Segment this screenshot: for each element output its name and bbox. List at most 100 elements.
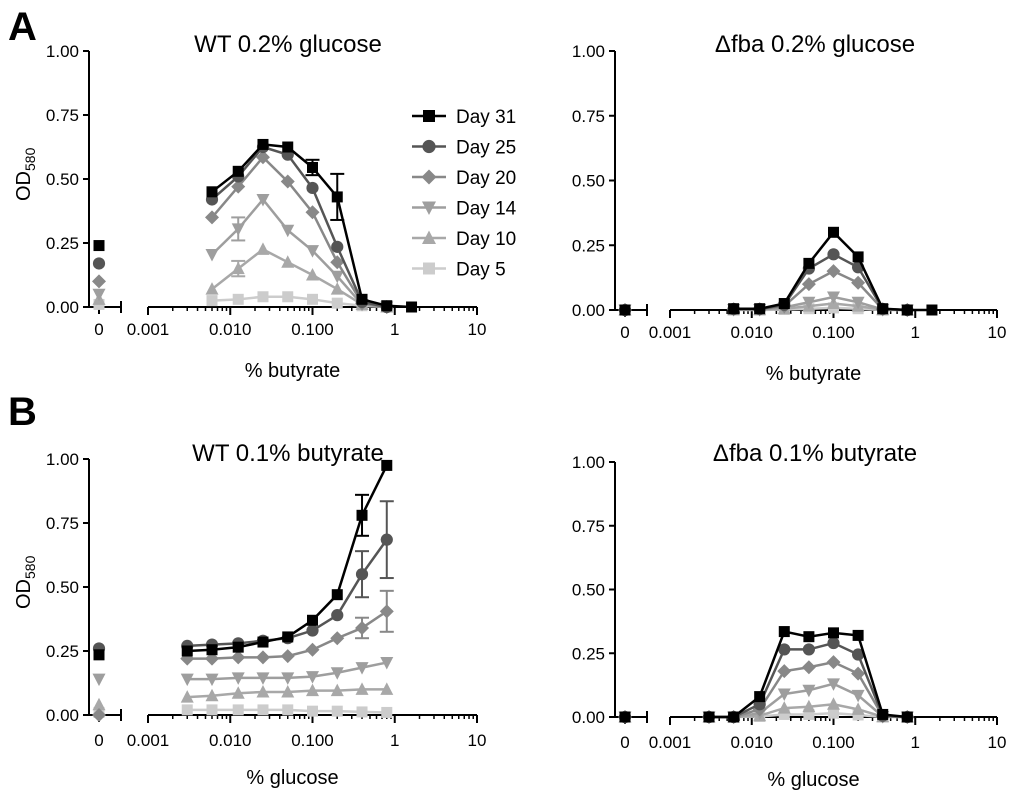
data-point	[826, 264, 841, 279]
series-day-31	[619, 626, 913, 723]
y-tick-label: 0.25	[46, 234, 79, 253]
data-point	[355, 662, 369, 675]
data-point	[307, 614, 318, 626]
legend-label: Day 20	[456, 168, 516, 189]
y-tick-label: 0.25	[572, 236, 605, 255]
data-point	[330, 631, 345, 646]
charts: WT 0.2% glucose0.000.250.500.751.00OD580…	[13, 31, 1006, 791]
data-point	[331, 297, 343, 309]
y-tick-label: 0.50	[46, 578, 79, 597]
series-day-14	[92, 657, 394, 687]
data-point	[852, 629, 864, 641]
data-point	[803, 257, 815, 269]
data-point	[305, 205, 320, 220]
data-point	[180, 673, 194, 687]
data-point	[381, 706, 393, 718]
legend-marker	[422, 139, 436, 154]
data-point	[331, 609, 344, 622]
data-point	[306, 624, 319, 637]
x-axis-label: % glucose	[767, 769, 859, 791]
y-tick-label: 0.00	[572, 301, 605, 320]
chart-title: WT 0.1% butyrate	[192, 440, 384, 467]
x-tick-label: 0.001	[649, 733, 692, 752]
data-point	[330, 282, 344, 295]
x-tick-label: 0.100	[291, 320, 334, 339]
data-point	[330, 255, 345, 270]
x-tick-label: 0.100	[812, 733, 855, 752]
data-point	[330, 270, 344, 284]
y-tick-label: 0.00	[46, 298, 79, 317]
data-point	[232, 641, 244, 653]
data-point	[801, 277, 816, 292]
panel-label-a: A	[8, 5, 37, 49]
x-tick-label: 0.010	[730, 323, 773, 342]
data-point	[852, 709, 864, 721]
data-point	[901, 711, 913, 723]
data-point	[380, 657, 394, 670]
data-point	[280, 649, 295, 664]
data-point	[305, 642, 320, 657]
x-tick-label: 0.100	[291, 731, 334, 750]
data-point	[306, 245, 319, 258]
zero-data-point	[93, 649, 105, 661]
data-point	[181, 645, 193, 657]
series-day-31	[619, 226, 938, 316]
data-point	[280, 174, 295, 189]
data-point	[231, 179, 246, 194]
data-point	[381, 459, 393, 471]
legend-marker	[422, 201, 436, 215]
data-point	[802, 296, 816, 310]
data-point	[307, 293, 318, 305]
data-point	[877, 303, 889, 315]
data-point	[803, 708, 815, 720]
data-point	[356, 509, 368, 521]
y-tick-label: 1.00	[572, 453, 605, 472]
data-point	[205, 673, 219, 687]
x-tick-label: 0.010	[730, 733, 773, 752]
legend-label: Day 10	[456, 229, 516, 250]
data-point	[205, 249, 219, 262]
data-point	[255, 650, 270, 665]
data-point	[306, 268, 319, 281]
data-point	[728, 711, 740, 723]
data-point	[380, 682, 394, 695]
data-point	[852, 648, 865, 661]
data-point	[406, 301, 418, 313]
legend-label: Day 31	[456, 107, 516, 128]
data-point	[330, 667, 344, 680]
data-point	[205, 282, 219, 295]
data-point	[851, 666, 866, 681]
chart-title: Δfba 0.2% glucose	[715, 31, 915, 58]
data-point	[281, 684, 295, 698]
y-axis-label-main: OD	[13, 171, 35, 201]
data-point	[330, 683, 344, 697]
data-point	[355, 568, 369, 581]
data-point	[306, 671, 319, 684]
data-point	[232, 704, 244, 716]
data-point	[851, 689, 865, 703]
y-axis-label-main: OD	[13, 579, 35, 609]
data-point	[828, 226, 839, 238]
x-zero-tick-label: 0	[94, 731, 103, 750]
x-tick-label: 10	[988, 323, 1007, 342]
data-point	[307, 705, 318, 717]
data-point	[828, 627, 839, 639]
zero-data-point	[93, 240, 105, 252]
data-point	[801, 660, 816, 675]
x-zero-tick-label: 0	[620, 733, 629, 752]
data-point	[331, 191, 343, 203]
x-tick-label: 1	[911, 733, 920, 752]
y-axis-label-subscript: 580	[22, 147, 38, 171]
data-point	[206, 704, 218, 716]
data-point	[827, 248, 840, 261]
data-point	[256, 193, 270, 207]
data-point	[778, 626, 790, 638]
data-point	[754, 303, 766, 315]
x-tick-label: 10	[468, 320, 487, 339]
zero-data-point	[92, 708, 106, 722]
chart-panel-2: Δfba 0.2% glucose 0.00 0.25 0.50 0.75 1.00 0 0.…	[572, 31, 1007, 385]
data-point	[381, 300, 393, 312]
data-point	[827, 678, 840, 691]
x-axis-label: % butyrate	[766, 363, 862, 385]
y-tick-label: 1.00	[46, 42, 79, 61]
